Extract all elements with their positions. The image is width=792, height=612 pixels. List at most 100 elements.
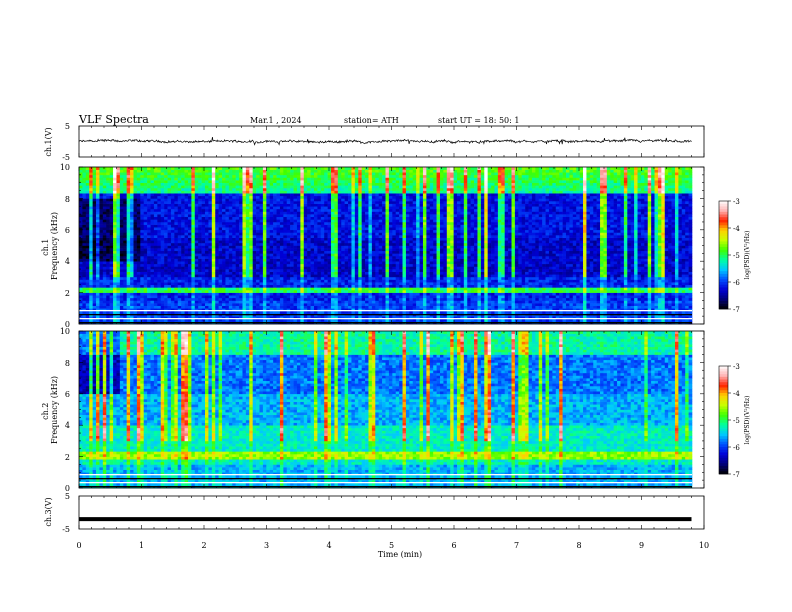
spectrogram-cell bbox=[276, 284, 281, 288]
spectrogram-cell bbox=[324, 263, 328, 267]
spectrogram-cell bbox=[402, 276, 407, 280]
spectrogram-cell bbox=[572, 279, 577, 283]
spectrogram-cell bbox=[562, 303, 567, 306]
spectrogram-cell bbox=[589, 303, 594, 306]
spectrogram-cell bbox=[528, 258, 533, 262]
spectrogram-cell bbox=[170, 295, 175, 299]
spectrogram-cell bbox=[433, 287, 437, 291]
spectrogram-cell bbox=[470, 266, 475, 270]
spectrogram-cell bbox=[545, 297, 550, 301]
spectrogram-cell bbox=[303, 274, 308, 278]
spectrogram-cell bbox=[235, 318, 240, 322]
spectrogram-cell bbox=[96, 297, 100, 301]
spectrogram-cell bbox=[654, 276, 659, 280]
spectrogram-cell bbox=[388, 258, 393, 262]
spectrogram-cell bbox=[344, 300, 349, 304]
spectrogram-cell bbox=[487, 271, 492, 275]
spectrogram-cell bbox=[215, 295, 219, 299]
spectrogram-cell bbox=[82, 258, 87, 262]
spectrogram-cell bbox=[460, 305, 465, 309]
spectrogram-cell bbox=[637, 269, 642, 272]
spectrogram-cell bbox=[651, 305, 655, 309]
spectrogram-cell bbox=[143, 303, 148, 306]
spectrogram-cell bbox=[497, 279, 502, 283]
spectrogram-cell bbox=[174, 300, 179, 304]
spectrogram-cell bbox=[589, 279, 594, 283]
spectrogram-cell bbox=[208, 279, 213, 283]
spectrogram-cell bbox=[484, 276, 488, 280]
spectrogram-cell bbox=[429, 284, 434, 288]
spectrogram-cell bbox=[583, 266, 587, 270]
spectrogram-cell bbox=[208, 261, 213, 265]
spectrogram-cell bbox=[681, 276, 686, 280]
spectrogram-cell bbox=[583, 303, 587, 306]
spectrogram-cell bbox=[82, 305, 87, 309]
spectrogram-cell bbox=[562, 310, 567, 314]
spectrogram-cell bbox=[620, 276, 625, 280]
spectrogram-cell bbox=[399, 255, 403, 259]
spectrogram-cell bbox=[654, 308, 659, 312]
spectrogram-cell bbox=[453, 303, 458, 306]
spectrogram-cell bbox=[174, 310, 179, 314]
spectrogram-cell bbox=[341, 253, 345, 257]
spectrogram-cell bbox=[586, 303, 591, 306]
spectrogram-cell bbox=[194, 300, 199, 304]
spectrogram-cell bbox=[477, 266, 482, 270]
spectrogram-cell bbox=[293, 295, 298, 299]
spectrogram-cell bbox=[664, 266, 669, 270]
spectrogram-cell bbox=[562, 295, 567, 299]
spectrogram-cell bbox=[586, 295, 591, 299]
spectrogram-cell bbox=[654, 297, 659, 301]
spectrogram-cell bbox=[177, 316, 182, 320]
spectrogram-cell bbox=[668, 276, 672, 280]
spectrogram-cell bbox=[205, 297, 209, 301]
spectrogram-cell bbox=[331, 305, 335, 309]
spectrogram-cell bbox=[79, 316, 83, 320]
spectrogram-cell bbox=[412, 284, 417, 288]
spectrogram-cell bbox=[586, 276, 591, 280]
spectrogram-cell bbox=[586, 279, 591, 283]
spectrogram-cell bbox=[668, 266, 672, 270]
spectrogram-cell bbox=[606, 255, 611, 259]
spectrogram-cell bbox=[654, 253, 659, 257]
spectrogram-cell bbox=[96, 269, 100, 272]
spectrogram-cell bbox=[368, 282, 373, 286]
spectrogram-cell bbox=[688, 297, 693, 301]
spectrogram-cell bbox=[467, 253, 471, 257]
spectrogram-cell bbox=[392, 266, 397, 270]
spectrogram-cell bbox=[300, 253, 305, 257]
spectrogram-cell bbox=[668, 258, 672, 262]
spectrogram-cell bbox=[102, 318, 107, 322]
spectrogram-cell bbox=[446, 263, 451, 267]
spectrogram-cell bbox=[596, 282, 601, 286]
spectrogram-cell bbox=[365, 303, 369, 306]
spectrogram-cell bbox=[671, 308, 676, 312]
spectrogram-cell bbox=[174, 295, 179, 299]
spectrogram-cell bbox=[82, 287, 87, 291]
spectrogram-cell bbox=[457, 279, 461, 283]
spectrogram-cell bbox=[113, 253, 117, 257]
spectrogram-cell bbox=[164, 269, 168, 272]
spectrogram-cell bbox=[504, 255, 509, 259]
spectrogram-cell bbox=[109, 263, 114, 267]
spectrogram-cell bbox=[579, 303, 584, 306]
spectrogram-cell bbox=[106, 255, 110, 259]
spectrogram-cell bbox=[518, 269, 523, 272]
spectrogram-cell bbox=[576, 266, 580, 270]
spectrogram-cell bbox=[576, 289, 580, 293]
spectrogram-cell bbox=[439, 295, 444, 299]
spectrogram-cell bbox=[290, 279, 294, 283]
spectrogram-cell bbox=[497, 287, 502, 291]
spectrogram-cell bbox=[392, 258, 397, 262]
spectrogram-cell bbox=[514, 263, 519, 267]
spectrogram-cell bbox=[368, 261, 373, 265]
spectrogram-cell bbox=[409, 305, 414, 309]
spectrogram-cell bbox=[109, 276, 114, 280]
spectrogram-cell bbox=[119, 250, 124, 254]
spectrogram-cell bbox=[310, 253, 315, 257]
spectrogram-cell bbox=[303, 300, 308, 304]
spectrogram-cell bbox=[402, 263, 407, 267]
spectrogram-cell bbox=[501, 282, 505, 286]
spectrogram-cell bbox=[613, 269, 618, 272]
spectrogram-cell bbox=[436, 276, 441, 280]
